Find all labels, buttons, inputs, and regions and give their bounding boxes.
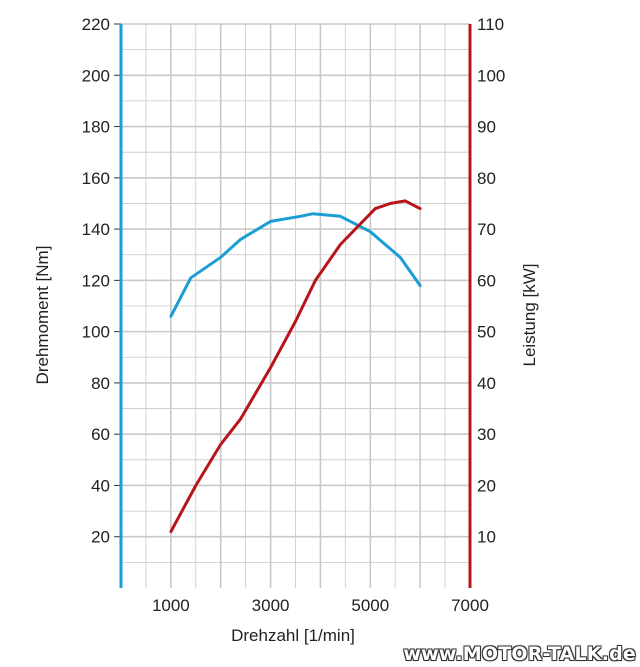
right-tick-label: 40 (477, 374, 496, 393)
right-tick-label: 10 (477, 528, 496, 547)
power-curve (169, 199, 422, 534)
right-tick-label: 60 (477, 271, 496, 290)
right-tick-label: 50 (477, 323, 496, 342)
x-tick-label: 1000 (152, 596, 190, 615)
right-tick-label: 80 (477, 169, 496, 188)
x-tick-label: 5000 (351, 596, 389, 615)
right-tick-label: 30 (477, 425, 496, 444)
left-tick-label: 20 (91, 528, 110, 547)
x-tick-label: 3000 (252, 596, 290, 615)
left-tick-label: 80 (91, 374, 110, 393)
left-tick-label: 140 (82, 220, 110, 239)
left-tick-label: 180 (82, 118, 110, 137)
right-tick-label: 70 (477, 220, 496, 239)
torque-curve (169, 212, 422, 318)
watermark-logo: www.MOTOR-TALK.de (403, 643, 636, 665)
left-axis-title: Drehmoment [Nm] (33, 246, 52, 385)
tick-labels: 20 40 60 80 100 120 140 160 180 200 220 10 20 30 40 50 6… (82, 15, 506, 615)
right-tick-label: 90 (477, 118, 496, 137)
grid (121, 23, 470, 588)
right-tick-label: 20 (477, 476, 496, 495)
x-axis-title: Drehzahl [1/min] (231, 626, 355, 645)
left-tick-label: 160 (82, 169, 110, 188)
left-tick-label: 220 (82, 15, 110, 34)
left-tick-label: 60 (91, 425, 110, 444)
right-tick-label: 110 (477, 15, 504, 34)
left-tick-label: 120 (82, 271, 110, 290)
series-lines (169, 199, 422, 534)
left-tick-label: 40 (91, 476, 110, 495)
right-axis-title: Leistung [kW] (520, 264, 539, 367)
left-tick-label: 100 (82, 323, 110, 342)
right-tick-label: 100 (477, 66, 505, 85)
x-tick-label: 7000 (451, 596, 489, 615)
left-tick-label: 200 (82, 66, 110, 85)
